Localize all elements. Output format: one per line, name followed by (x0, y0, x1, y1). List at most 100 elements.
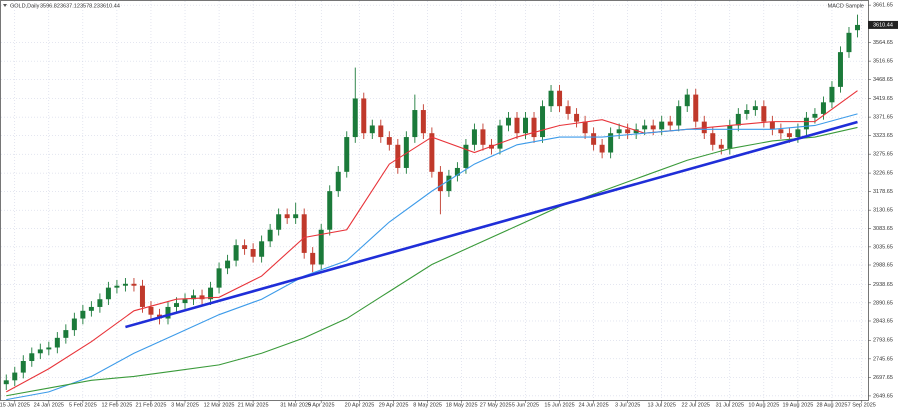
candle-body (582, 121, 588, 134)
candle-body (327, 191, 333, 230)
x-tick-label: 3 Mar 2025 (171, 402, 199, 408)
x-tick-label: 10 Aug 2025 (748, 402, 779, 408)
y-tick-label: 2988.65 (873, 262, 893, 268)
x-tick-label: 31 Jul 2025 (716, 402, 744, 408)
moving-average (5, 90, 858, 393)
candle-body (3, 380, 9, 385)
candle-body (216, 268, 222, 288)
candle-body (267, 229, 273, 242)
candle-body (12, 372, 18, 381)
y-tick-label: 2938.65 (873, 282, 893, 288)
candle-body (369, 125, 375, 134)
candle-body (761, 106, 767, 122)
moving-average (6, 126, 858, 397)
y-tick-label: 2697.65 (873, 375, 893, 381)
candle-body (531, 117, 537, 138)
candle-body (105, 287, 111, 300)
x-tick-label: 21 Feb 2025 (136, 402, 167, 408)
candle-body (846, 32, 852, 53)
candle-body (335, 171, 341, 192)
y-tick-label: 3178.65 (873, 189, 893, 195)
candle-body (199, 295, 205, 300)
candle-body (616, 129, 622, 134)
ohlc-low: 3578.23 (80, 3, 100, 9)
candle-body (591, 133, 597, 145)
ohlc-open: 3596.82 (40, 3, 60, 9)
x-tick-label: 5 Feb 2025 (69, 402, 97, 408)
candle-body (191, 295, 197, 300)
candle-body (803, 117, 809, 130)
candle-body (318, 229, 324, 265)
marks (3, 14, 860, 401)
candle-body (165, 306, 171, 319)
candle-body (20, 361, 26, 373)
x-tick-label: 19 Aug 2025 (782, 402, 813, 408)
candle-body (744, 110, 750, 114)
candle-body (820, 102, 826, 114)
x-tick-label: 15 Jan 2025 (0, 402, 30, 408)
candle-body (310, 252, 316, 265)
y-tick-label: 2745.65 (873, 356, 893, 362)
candle-body (710, 133, 716, 145)
candle-body (633, 129, 639, 134)
candle-body (523, 117, 529, 134)
candle-body (37, 349, 43, 354)
candle-body (429, 133, 435, 172)
candle-body (693, 94, 699, 122)
candle-body (667, 121, 673, 126)
candle-body (650, 125, 656, 130)
candle-body (420, 110, 426, 134)
expert-name: MACD Sample (828, 3, 864, 9)
candle-body (812, 113, 818, 118)
candle-body (225, 260, 231, 269)
y-tick-label: 3035.65 (873, 244, 893, 250)
candle-body (361, 98, 367, 134)
candle-body (778, 129, 784, 134)
x-tick-label: 24 Jan 2025 (34, 402, 64, 408)
price-tag-label: 3610.44 (873, 22, 893, 28)
x-tick-label: 28 Aug 2025 (816, 402, 847, 408)
y-tick-label: 2649.65 (873, 393, 893, 399)
candle-body (131, 283, 137, 286)
chart-title: GOLD,Daily (10, 3, 40, 9)
candle-body (480, 129, 486, 145)
y-tick-label: 3516.65 (873, 59, 893, 65)
candle-body (684, 94, 690, 107)
candle-body (471, 129, 477, 145)
candle-body (446, 175, 452, 192)
candle-body (233, 245, 239, 261)
candle-body (642, 125, 648, 130)
price-tag (868, 20, 898, 29)
candle-body (574, 113, 580, 122)
y-tick-label: 3323.65 (873, 133, 893, 139)
labels: 3661.65 3564.65 3516.65 3468.65 3419.65 3371.… (0, 3, 898, 408)
x-tick-label: 20 Apr 2025 (345, 402, 375, 408)
candle-body (752, 106, 758, 111)
candle-body (46, 347, 52, 350)
candle-body (786, 133, 792, 138)
candle-body (242, 245, 248, 250)
x-tick-label: 12 Feb 2025 (101, 402, 132, 408)
candle-body (463, 144, 469, 168)
candle-body (403, 137, 409, 168)
x-tick-label: 15 Jun 2025 (544, 402, 574, 408)
x-tick-label: 7 Sep 2025 (848, 402, 876, 408)
candle-body (505, 117, 511, 126)
candle-body (182, 299, 188, 304)
candle-body (80, 310, 86, 319)
candle-body (276, 214, 282, 230)
trend-line (125, 120, 858, 329)
y-tick-label: 3564.65 (873, 40, 893, 46)
candle-body (352, 98, 358, 138)
x-tick-label: 21 Mar 2025 (238, 402, 269, 408)
candle-body (676, 106, 682, 126)
candle-body (625, 129, 631, 134)
candle-body (854, 24, 860, 31)
ohlc-close: 3610.44 (100, 3, 120, 9)
y-tick-label: 3419.65 (873, 96, 893, 102)
candle-body (97, 299, 103, 307)
candle-body (837, 52, 843, 87)
candle-body (293, 214, 299, 219)
x-tick-label: 13 Jul 2025 (647, 402, 675, 408)
